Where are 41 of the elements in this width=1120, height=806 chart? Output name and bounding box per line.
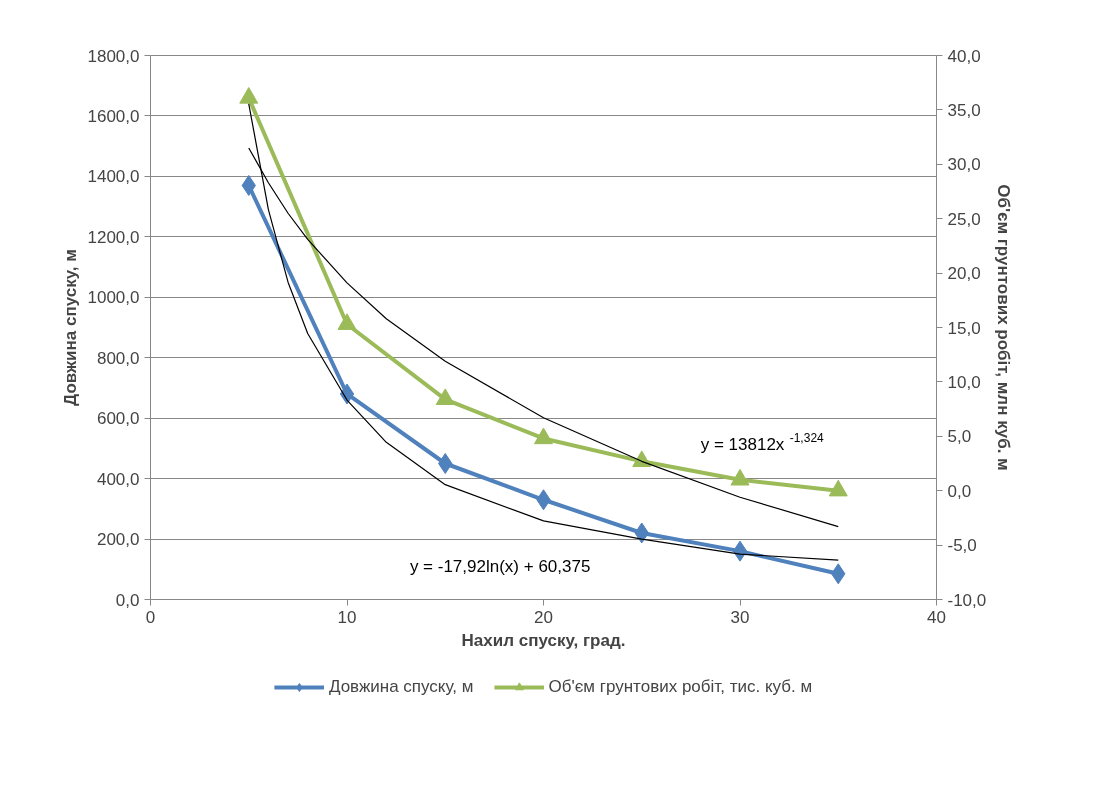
y2-tick-label: 25,0	[947, 209, 981, 229]
point	[732, 540, 748, 562]
point	[534, 427, 553, 445]
y-tick-label: 1400,0	[87, 167, 140, 187]
annotation: y = 13812x-1,324	[700, 430, 825, 454]
y-tick-label: 1000,0	[87, 288, 140, 308]
annotation: y = -17,92ln(x) + 60,375	[409, 557, 591, 577]
y2-axis-title: Об'єм грунтових робіт, млн куб. м	[994, 184, 1014, 471]
y2-tick-label: 0,0	[947, 481, 972, 501]
y-tick-label: 200,0	[96, 530, 140, 550]
y2-tick-label: 35,0	[947, 100, 981, 120]
x-tick-label: 20	[534, 607, 553, 627]
legend-label: Об'єм грунтових робіт, тис. куб. м	[548, 677, 813, 697]
point	[730, 468, 750, 486]
y2-tick-label: 30,0	[947, 155, 981, 175]
y2-tick-label: 15,0	[947, 318, 981, 338]
y2-tick-label: 40,0	[947, 46, 981, 66]
y-tick-label: 1200,0	[87, 227, 140, 247]
y2-tick-label: 10,0	[947, 372, 981, 392]
y2-tick-label: 20,0	[947, 264, 981, 284]
point	[435, 388, 455, 405]
x-tick-label: 0	[145, 607, 156, 627]
y-tick-label: 400,0	[96, 469, 140, 489]
y-tick-label: 800,0	[96, 348, 140, 368]
point	[337, 313, 357, 330]
legend-label: Довжина спуску, м	[328, 677, 474, 697]
y2-tick-label: -5,0	[947, 536, 977, 556]
point	[438, 453, 453, 474]
y-axis-title: Довжина спуску, м	[60, 249, 80, 406]
y-tick-label: 0,0	[115, 590, 140, 610]
y2-tick-label: 5,0	[947, 427, 972, 447]
y-tick-label: 600,0	[96, 409, 140, 429]
y2-tick-label: -10,0	[947, 590, 987, 610]
x-axis-title: Нахил спуску, град.	[461, 630, 626, 650]
x-tick-label: 30	[730, 607, 750, 627]
point	[828, 479, 848, 497]
x-tick-label: 40	[927, 607, 946, 627]
x-tick-label: 10	[337, 607, 357, 627]
y-tick-label: 1600,0	[87, 106, 140, 126]
y-tick-label: 1800,0	[87, 46, 140, 66]
point	[239, 87, 259, 104]
